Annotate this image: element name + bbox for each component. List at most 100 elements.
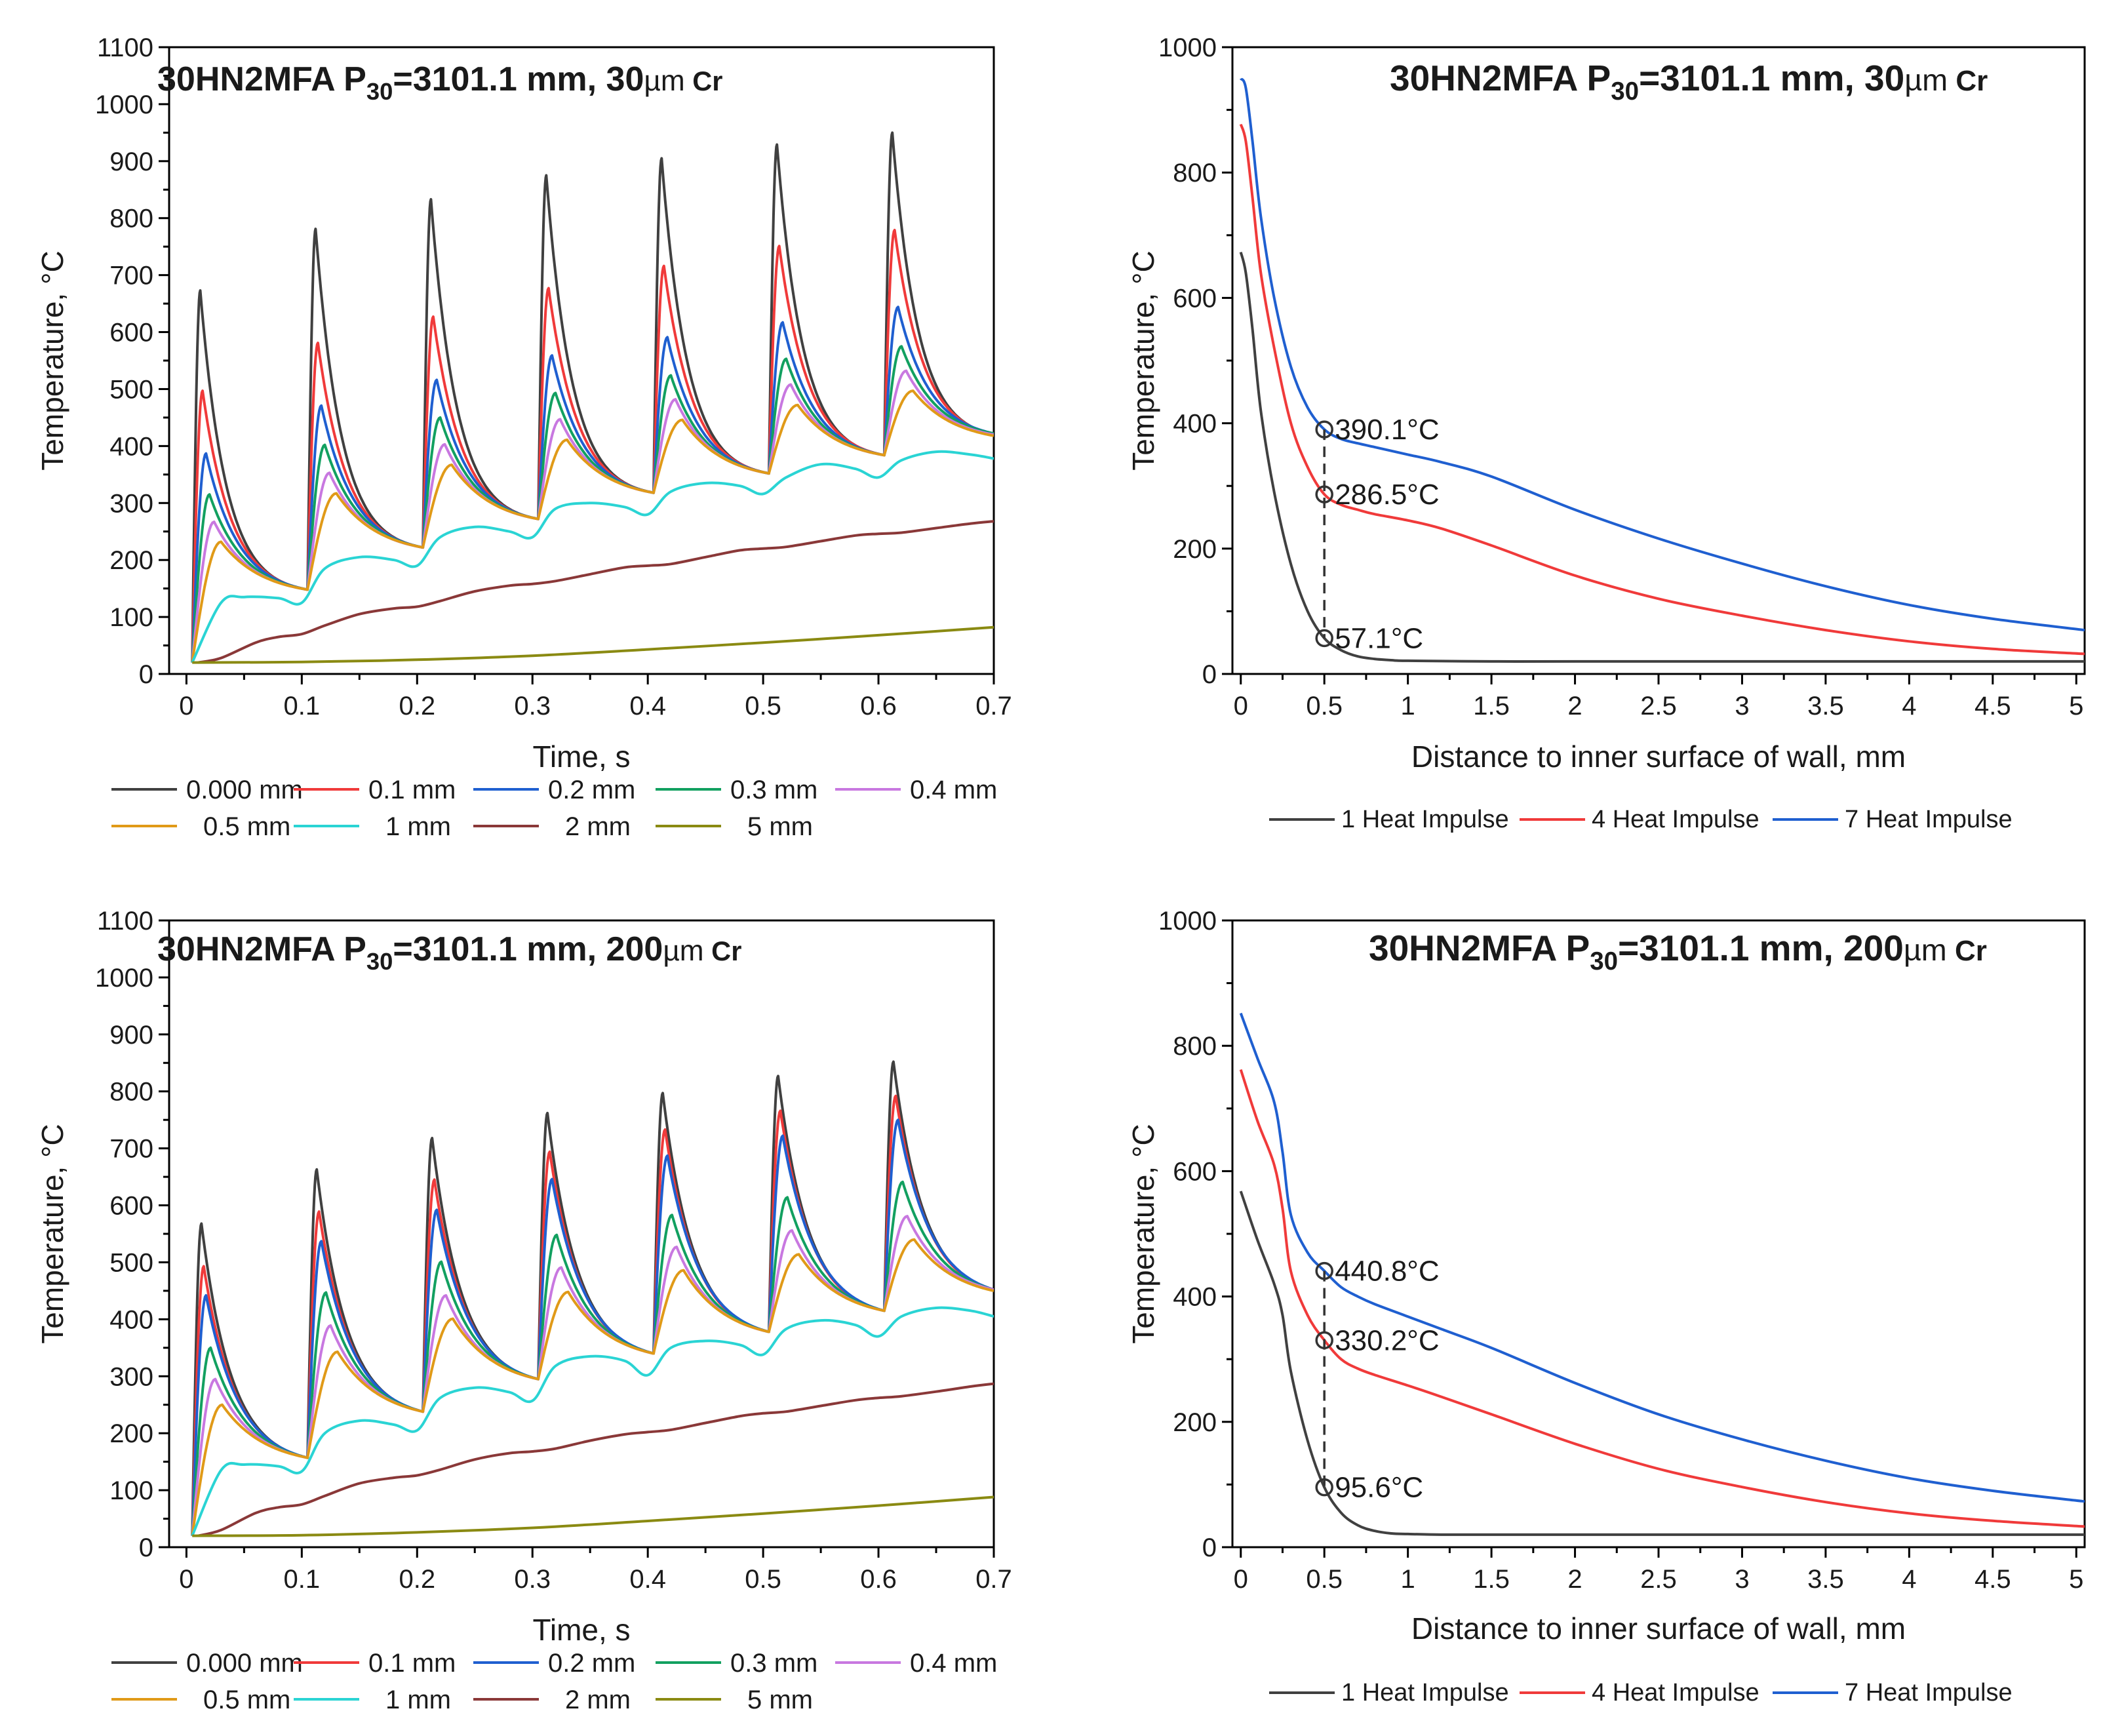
x-tick-label: 1	[1401, 1565, 1415, 1594]
x-tick-label: 0	[1234, 1565, 1248, 1594]
x-tick-label: 0	[1234, 692, 1248, 720]
legend-label: 0.5 mm	[203, 1686, 290, 1714]
annotation-label: 95.6°C	[1335, 1472, 1423, 1504]
x-axis-label: Distance to inner surface of wall, mm	[1411, 740, 1906, 774]
x-tick-label: 0	[179, 692, 193, 720]
legend-label: 0.2 mm	[548, 776, 635, 804]
x-tick-label: 0.6	[860, 692, 897, 720]
x-axis-label: Time, s	[532, 740, 630, 774]
y-tick-label: 800	[109, 205, 153, 233]
series-line-1-heat-impulse	[1239, 252, 2085, 663]
series-line-4-heat-impulse	[1239, 1069, 2085, 1528]
x-tick-label: 3.5	[1807, 1565, 1844, 1594]
title-part-main: 30HN2MFA P	[157, 930, 366, 968]
x-tick-label: 0.7	[975, 692, 1012, 720]
legend: 0.000 mm 0.1 mm 0.2 mm 0.3 mm 0.4 mm 0.5 mm 1 …	[111, 1649, 997, 1714]
y-axis-label: Temperature, °C	[1126, 250, 1160, 470]
series-line-7-heat-impulse	[1239, 1012, 2085, 1503]
y-tick-label: 700	[109, 1135, 153, 1164]
x-tick-label: 4	[1902, 1565, 1916, 1594]
x-tick-label: 0.4	[629, 1565, 666, 1594]
legend-label: 0.3 mm	[730, 776, 817, 804]
series-group	[1239, 77, 2085, 663]
y-tick-label: 200	[109, 546, 153, 575]
x-tick-label: 0.5	[745, 1565, 781, 1594]
series-line-5-mm	[192, 1495, 994, 1537]
y-tick-label: 400	[109, 1305, 153, 1334]
annotation-marker	[1315, 1331, 1333, 1350]
legend-label: 5 mm	[747, 1686, 813, 1714]
legend-label: 4 Heat Impulse	[1592, 1679, 1759, 1706]
title-part-mu: µm	[1904, 63, 1948, 97]
series-line-0-2-mm	[191, 1118, 994, 1536]
title-part-mu: µm	[663, 935, 703, 967]
x-tick-label: 0	[179, 1565, 193, 1594]
series-line-7-heat-impulse	[1239, 77, 2085, 632]
title-part-cr: Cr	[685, 66, 723, 96]
annotation-label: 330.2°C	[1335, 1324, 1439, 1356]
x-tick-label: 0.2	[399, 692, 435, 720]
legend-label: 1 mm	[385, 812, 451, 841]
y-tick-label: 600	[1173, 284, 1217, 313]
x-tick-label: 1.5	[1473, 1565, 1510, 1594]
legend-label: 1 mm	[385, 1686, 451, 1714]
title-part-sub: 30	[366, 78, 393, 105]
series-line-2-mm	[197, 520, 994, 664]
y-tick-label: 500	[109, 375, 153, 404]
x-tick-label: 5	[2069, 1565, 2083, 1594]
y-axis-label: Temperature, °C	[35, 1124, 69, 1343]
x-tick-label: 3.5	[1807, 692, 1844, 720]
y-tick-label: 500	[109, 1248, 153, 1277]
x-tick-label: 1.5	[1473, 692, 1510, 720]
title-part-sub: 30	[1611, 77, 1639, 106]
title-part-mu: µm	[644, 65, 684, 97]
title-part-rest: =3101.1 mm, 30	[1639, 58, 1904, 98]
x-tick-label: 2.5	[1640, 1565, 1677, 1594]
y-tick-label: 400	[109, 432, 153, 461]
title-part-sub: 30	[366, 948, 393, 975]
legend-label: 1 Heat Impulse	[1341, 806, 1509, 833]
chart-p4: 0 200 400 600 800 1000 0 0.5 1 1.5 2 2.5 3 3.5 4 4.5 5 Di…	[1126, 907, 2086, 1706]
chart-p2: 0 200 400 600 800 1000 0 0.5 1 1.5 2 2.5 3 3.5 4 4.5 5 Di…	[1126, 33, 2086, 833]
legend-label: 2 mm	[565, 1686, 631, 1714]
series-group	[1239, 1012, 2085, 1536]
legend-label: 0.000 mm	[186, 1649, 303, 1678]
annotation-label: 286.5°C	[1335, 479, 1439, 511]
y-tick-label: 200	[109, 1419, 153, 1448]
series-group	[191, 131, 994, 664]
chart-title: 30HN2MFA P30=3101.1 mm, 30µm Cr	[157, 60, 722, 105]
series-line-5-mm	[192, 625, 994, 664]
y-tick-label: 900	[109, 148, 153, 176]
x-tick-label: 4.5	[1975, 692, 2011, 720]
x-tick-label: 0.5	[1306, 1565, 1343, 1594]
x-tick-label: 0.4	[629, 692, 666, 720]
series-line-4-heat-impulse	[1239, 123, 2085, 656]
series-line-0-5-mm	[191, 1238, 994, 1536]
legend-label: 0.000 mm	[186, 776, 303, 804]
annotation-marker	[1315, 1261, 1333, 1280]
legend-label: 0.4 mm	[910, 776, 997, 804]
title-part-main: 30HN2MFA P	[157, 60, 366, 98]
title-part-sub: 30	[1590, 947, 1618, 976]
annotation-marker	[1315, 420, 1333, 439]
chart-p1: 0 100 200 300 400 500 600 700 800 900 1000 1100 0 0.1…	[35, 33, 1012, 841]
series-line-0-2-mm	[191, 306, 994, 663]
title-part-cr: Cr	[1947, 935, 1987, 967]
y-tick-label: 1000	[95, 964, 153, 993]
y-tick-label: 1100	[97, 33, 153, 62]
y-tick-label: 600	[109, 1192, 153, 1221]
y-tick-label: 0	[1202, 1533, 1217, 1562]
annotation-label: 440.8°C	[1335, 1255, 1439, 1288]
chart-title: 30HN2MFA P30=3101.1 mm, 30µm Cr	[1390, 58, 1988, 106]
legend: 0.000 mm 0.1 mm 0.2 mm 0.3 mm 0.4 mm 0.5 mm 1 …	[111, 776, 997, 841]
plot-frame	[1231, 46, 2086, 675]
series-line-0-5-mm	[191, 389, 994, 663]
x-tick-label: 4.5	[1975, 1565, 2011, 1594]
y-tick-label: 0	[139, 1533, 153, 1562]
chart-title: 30HN2MFA P30=3101.1 mm, 200µm Cr	[157, 930, 741, 975]
y-tick-label: 200	[1173, 1408, 1217, 1437]
legend: 1 Heat Impulse 4 Heat Impulse 7 Heat Impul…	[1269, 806, 2013, 833]
title-part-rest: =3101.1 mm, 200	[393, 930, 663, 968]
x-axis-label: Distance to inner surface of wall, mm	[1411, 1611, 1906, 1646]
